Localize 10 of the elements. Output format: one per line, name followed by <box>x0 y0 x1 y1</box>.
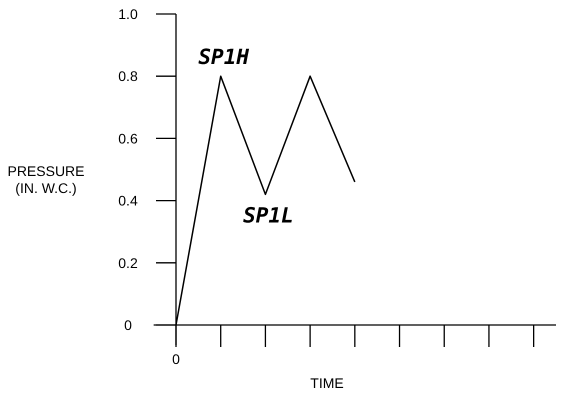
y-tick-label: 0.6 <box>118 130 138 146</box>
annotation: SP1H <box>198 45 250 70</box>
y-axis-title: PRESSURE (IN. W.C.) <box>7 163 85 196</box>
y-tick-label: 0.8 <box>118 68 138 84</box>
annotation: SP1L <box>243 203 294 228</box>
y-tick-label: 0.2 <box>118 254 138 271</box>
y-tick-label: 0.4 <box>118 192 138 209</box>
x-axis-title: TIME <box>310 375 344 391</box>
y-tick-label: 1.0 <box>118 6 138 22</box>
y-tick-label: 0 <box>124 317 132 333</box>
